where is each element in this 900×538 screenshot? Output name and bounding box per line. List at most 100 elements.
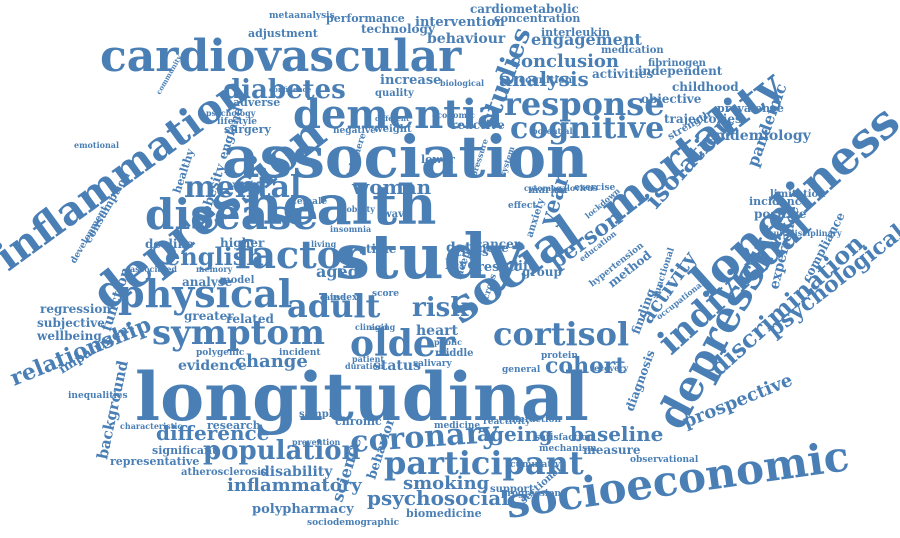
cloud-word-baseline: baseline (570, 422, 663, 446)
cloud-word-cancer: cancer (475, 237, 521, 251)
cloud-word-cognition: cognition (519, 75, 573, 86)
cloud-word-wave: wave (382, 209, 410, 220)
cloud-word-medication: medication (601, 45, 664, 56)
cloud-word-technology: technology (361, 22, 436, 36)
cloud-word-activities: activities (592, 67, 653, 81)
cloud-word-incidence: incidence (749, 195, 808, 208)
cloud-word-quality: quality (375, 88, 415, 99)
cloud-word-disability: disability (260, 464, 333, 480)
cloud-word-biomedicine: biomedicine (406, 507, 482, 520)
cloud-word-patient: patient (352, 354, 384, 364)
cloud-word-physical: physical (118, 271, 292, 316)
cloud-word-smoking: smoking (403, 473, 490, 494)
cloud-word-exercise: exercise (574, 183, 616, 193)
cloud-word-public: public (434, 337, 462, 347)
cloud-word-prevalence: prevalence (717, 102, 784, 115)
cloud-word-group: group (522, 265, 562, 279)
cloud-word-polypharmacy: polypharmacy (252, 502, 354, 517)
cloud-word-aging: aging (370, 322, 396, 332)
cloud-word-confidence: confidence (269, 85, 312, 94)
cloud-word-lower: lower (421, 153, 455, 166)
cloud-word-model: model (220, 275, 255, 286)
cloud-word-chronic: chronic (335, 415, 382, 428)
cloud-word-result: result (477, 260, 520, 275)
cloud-word-analysis: analysis (499, 67, 589, 91)
cloud-word-dementia: dementia (293, 91, 503, 138)
cloud-word-lifestyle: lifestyle (217, 117, 257, 127)
cloud-word-positive: positive (754, 207, 807, 221)
cloud-word-cognitive: cognitive (510, 111, 664, 146)
cloud-word-measure: measure (583, 443, 641, 457)
cloud-word-prevention: prevention (292, 437, 341, 447)
cloud-word-adjustment: adjustment (248, 27, 319, 40)
cloud-word-weight: weight (373, 124, 412, 135)
cloud-word-cause: cause (320, 292, 345, 302)
cloud-word-significant: significant (152, 444, 218, 457)
cloud-word-psychology: psychology (206, 108, 256, 118)
cloud-word-mechanism: mechanism (539, 444, 597, 454)
cloud-word-cumulative: cumulative (510, 460, 566, 470)
cloud-word-interleukin: interleukin (541, 26, 610, 39)
cloud-word-adverse: adverse (233, 96, 280, 109)
cloud-word-associated: associated (130, 264, 177, 274)
cloud-word-wellbeing: wellbeing (36, 329, 102, 343)
cloud-word-potential: potential (532, 126, 573, 136)
cloud-word-sample: sample (299, 409, 339, 420)
cloud-word-recovery: recovery (590, 363, 628, 373)
cloud-word-inequalities: inequalities (68, 391, 128, 401)
cloud-word-index: index (330, 293, 358, 303)
cloud-word-change: change (235, 351, 308, 372)
cloud-word-incident: incident (279, 348, 321, 358)
cloud-word-sociodemographic: sociodemographic (307, 518, 400, 528)
cloud-word-characteristic: characteristic (120, 421, 182, 431)
cloud-word-participant: participant (384, 444, 584, 482)
cloud-word-medicine: medicine (434, 421, 480, 431)
cloud-word-satisfaction: satisfaction (535, 433, 594, 443)
cloud-word-response: response (504, 85, 665, 123)
cloud-word-surgery: surgery (224, 123, 271, 136)
cloud-word-mobility: mobility (338, 204, 375, 214)
cloud-word-mental: mental (184, 170, 301, 205)
cloud-word-regression: regression (40, 302, 111, 316)
cloud-word-research: research (207, 419, 261, 432)
cloud-word-time: time (366, 242, 397, 256)
cloud-word-middle: middle (435, 348, 474, 359)
cloud-word-clinical: clinical (355, 322, 388, 332)
cloud-word-polygenic: polygenic (196, 348, 245, 358)
cloud-word-effect: effect (508, 201, 537, 211)
cloud-word-marker: marker (528, 185, 570, 196)
cloud-word-cytomegalovirus: cytomegalovirus (524, 183, 598, 193)
cloud-word-inflammatory: inflammatory (227, 475, 362, 496)
cloud-word-cardiometabolic: cardiometabolic (470, 2, 579, 16)
cloud-word-aged: aged (316, 262, 359, 281)
cloud-word-interaction: interaction (505, 415, 561, 425)
cloud-word-study: study (335, 220, 525, 293)
cloud-word-analyse: analyse (182, 275, 233, 289)
cloud-word-more: more (474, 241, 509, 255)
cloud-word-cortisol: cortisol (493, 315, 629, 353)
cloud-word-negative: negative (333, 126, 376, 136)
cloud-word-english: english (165, 242, 264, 271)
cloud-word-longitudinal: longitudinal (135, 358, 589, 436)
cloud-word-general: general (502, 365, 541, 375)
cloud-word-performance: performance (326, 12, 405, 25)
cloud-word-memory: memory (196, 264, 233, 274)
cloud-word-score: score (372, 289, 399, 299)
cloud-word-difference: difference (156, 421, 269, 445)
cloud-word-salivary: salivary (413, 359, 453, 369)
cloud-word-data: data (446, 240, 480, 256)
cloud-word-level: level (445, 257, 482, 273)
cloud-word-behaviour: behaviour (427, 31, 506, 47)
cloud-word-support: support (490, 484, 534, 495)
cloud-word-woman: woman (351, 175, 432, 199)
cloud-word-symptom: symptom (152, 313, 325, 353)
cloud-word-stress: stress (449, 245, 489, 259)
cloud-word-emotional: emotional (74, 140, 119, 150)
cloud-word-limitation: limitation (770, 189, 826, 200)
cloud-word-adult: adult (287, 287, 381, 325)
cloud-word-reactivity: reactivity (483, 417, 531, 427)
cloud-word-ageing: ageing (477, 422, 553, 446)
cloud-word-health: health (243, 173, 436, 237)
